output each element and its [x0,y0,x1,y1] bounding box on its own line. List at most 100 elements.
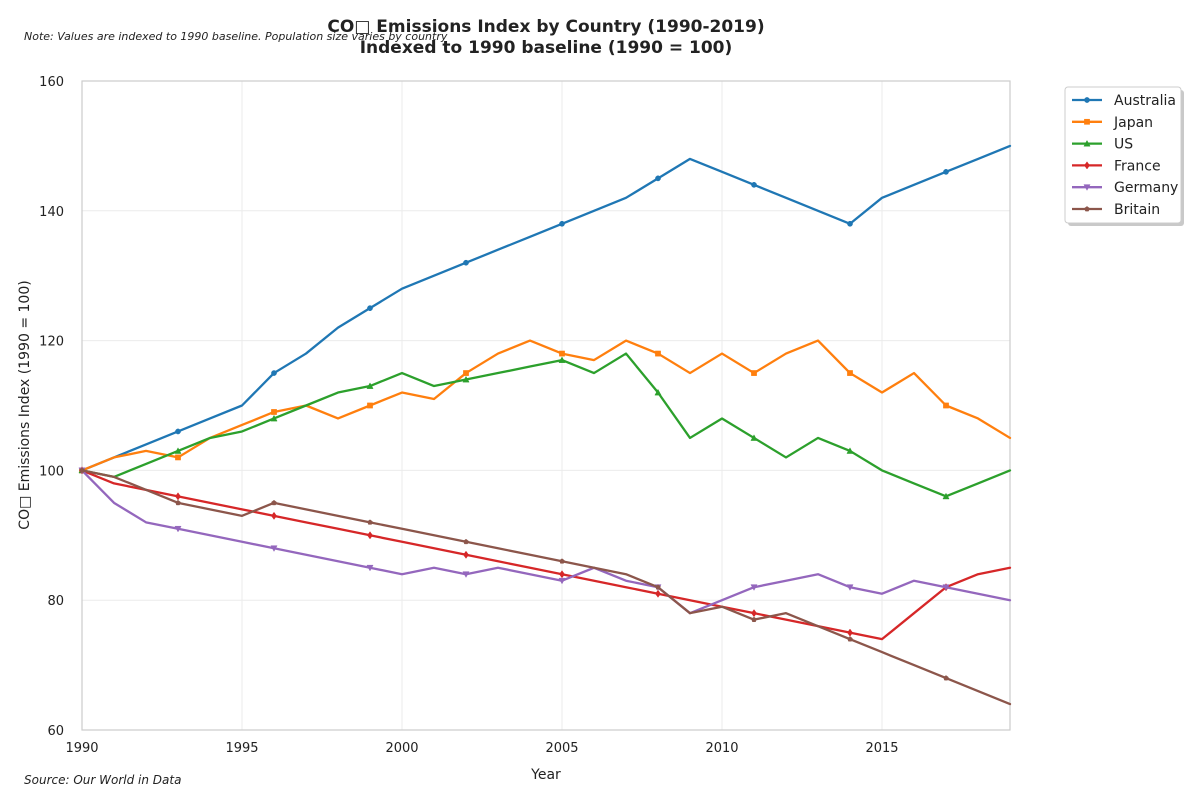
x-tick-label: 2010 [705,741,738,756]
legend-item-japan: Japan [1072,115,1153,131]
legend-label: Britain [1114,202,1160,218]
data-point-britain [655,584,661,590]
data-point-japan [655,350,661,357]
legend-swatch-marker [1084,206,1090,212]
legend-item-britain: Britain [1072,202,1160,218]
data-point-britain [79,467,85,473]
series-layer [78,144,1012,706]
data-point-germany [750,584,758,591]
x-axis-label: Year [530,767,561,783]
legend-label: Japan [1113,115,1153,131]
data-point-britain [463,538,469,545]
data-point-germany [942,584,950,591]
data-point-germany [462,571,470,578]
data-point-britain [751,616,757,623]
legend-label: Germany [1114,180,1178,196]
data-point-us [942,492,950,500]
data-point-japan [559,350,565,357]
x-tick-label: 2000 [385,741,418,756]
chart-title: CO□ Emissions Index by Country (1990-201… [327,17,764,37]
data-point-germany [846,584,854,591]
x-tick-label: 1995 [225,741,258,756]
legend-item-germany: Germany [1072,180,1178,196]
data-point-france [271,511,277,520]
tick-layer: 1990 1995 2000 2005 2010 2015 60 80 100 120 140 160 [39,75,898,756]
data-point-germany [366,564,374,572]
data-point-us [174,447,182,454]
data-point-japan [463,370,469,376]
x-tick-label: 1990 [65,741,98,756]
data-point-australia [271,370,277,376]
data-point-britain [943,675,949,681]
legend: Australia Japan US France Germany Britain [1064,86,1184,226]
data-point-germany [174,525,182,533]
y-tick-label: 140 [39,205,64,220]
legend-item-france: France [1072,158,1161,174]
legend-swatch-marker [1083,139,1091,147]
data-point-australia [559,220,565,227]
data-point-us [654,388,662,396]
legend-swatch-marker [1084,161,1090,170]
data-point-britain [175,499,181,506]
series-japan [79,339,1012,474]
data-point-australia [655,175,661,182]
data-point-us [750,434,758,441]
y-tick-label: 160 [39,75,64,90]
data-point-france [655,589,661,598]
data-point-france [463,550,469,559]
data-point-britain [559,558,565,564]
series-line-japan [80,339,1012,472]
data-point-australia [175,428,181,435]
data-point-germany [270,545,278,552]
y-tick-label: 100 [39,464,64,479]
series-line-australia [80,144,1012,472]
legend-item-us: US [1072,137,1133,153]
data-point-australia [463,259,469,266]
data-point-australia [751,181,757,188]
chart-note: Note: Values are indexed to 1990 baselin… [24,30,448,43]
series-france [79,466,1012,641]
y-tick-label: 80 [47,594,64,609]
data-point-japan [271,409,277,415]
y-axis-label: CO□ Emissions Index (1990 = 100) [17,280,33,529]
x-tick-label: 2015 [865,741,898,756]
data-point-us [846,447,854,454]
legend-label: US [1114,137,1133,153]
data-point-us [558,356,566,363]
data-point-japan [943,402,949,409]
data-point-britain [271,499,277,506]
data-point-japan [847,370,853,376]
y-tick-label: 60 [47,724,64,739]
data-point-australia [943,169,949,175]
chart-source: Source: Our World in Data [24,773,181,787]
x-tick-label: 2005 [545,741,578,756]
plot-frame [81,80,1011,731]
legend-item-australia: Australia [1072,93,1176,109]
data-point-britain [847,636,853,642]
data-point-britain [367,519,373,525]
data-point-us [270,414,278,422]
data-point-australia [367,305,373,311]
legend-swatch-marker [1084,97,1090,103]
data-point-us [462,375,470,383]
data-point-germany [558,577,566,585]
series-line-germany [80,469,1012,615]
data-point-japan [175,454,181,461]
data-point-france [559,570,565,579]
series-line-britain [80,469,1012,706]
data-point-japan [751,370,757,376]
y-tick-label: 120 [39,335,64,350]
legend-swatch-marker [1084,118,1090,125]
data-point-france [367,531,373,540]
series-line-us [80,352,1012,498]
legend-swatch-marker [1083,184,1091,191]
legend-label: France [1114,158,1161,174]
data-point-australia [847,220,853,227]
data-point-japan [367,402,373,409]
chart-subtitle: Indexed to 1990 baseline (1990 = 100) [360,38,733,58]
legend-label: Australia [1114,93,1176,109]
series-line-france [80,469,1012,641]
